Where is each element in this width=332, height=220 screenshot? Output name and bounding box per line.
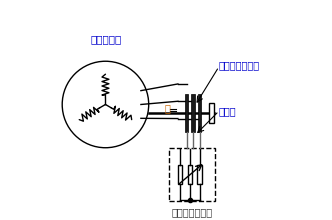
Bar (198, 94, 202, 132)
Text: 外部の可変抵抗: 外部の可変抵抗 (171, 207, 212, 217)
Bar (178, 165, 182, 184)
Bar (197, 165, 202, 184)
Bar (185, 94, 189, 132)
Bar (209, 103, 214, 123)
Bar (169, 148, 215, 201)
Text: 回転子巻線: 回転子巻線 (90, 35, 122, 45)
Bar (191, 94, 195, 132)
Text: スリップリング: スリップリング (219, 61, 260, 71)
Text: ブラシ: ブラシ (219, 106, 237, 116)
Bar (188, 165, 192, 184)
Text: 軸: 軸 (165, 103, 171, 113)
